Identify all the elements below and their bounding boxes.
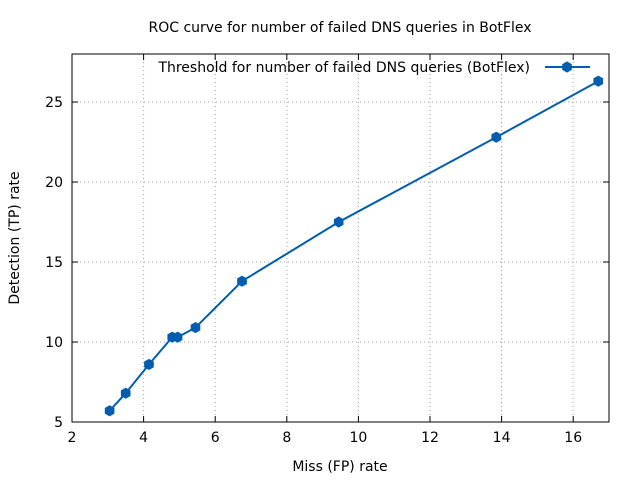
x-tick-label: 14 xyxy=(493,430,511,446)
x-tick-label: 6 xyxy=(211,430,220,446)
plot-frame xyxy=(71,53,610,423)
grid-layer xyxy=(72,54,609,422)
x-tick-label: 10 xyxy=(349,430,367,446)
data-point xyxy=(172,331,183,343)
x-axis-ticks: 2 4 6 8 10 12 14 16 xyxy=(68,54,582,446)
data-point xyxy=(190,322,201,334)
y-tick-label: 10 xyxy=(45,335,63,351)
y-tick-label: 25 xyxy=(45,95,63,111)
x-tick-label: 12 xyxy=(421,430,439,446)
x-tick-label: 8 xyxy=(282,430,291,446)
series-line xyxy=(108,80,599,412)
data-point xyxy=(104,405,115,417)
x-tick-label: 2 xyxy=(68,430,77,446)
series-layer xyxy=(104,75,604,417)
data-point xyxy=(120,387,131,399)
legend-label: Threshold for number of failed DNS queri… xyxy=(157,60,530,76)
chart-title: ROC curve for number of failed DNS queri… xyxy=(148,20,531,36)
legend-marker xyxy=(562,61,572,73)
y-tick-label: 5 xyxy=(54,415,63,431)
data-point xyxy=(237,275,247,287)
data-point xyxy=(491,131,502,143)
y-tick-label: 20 xyxy=(45,175,63,191)
x-axis-label: Miss (FP) rate xyxy=(292,459,387,475)
data-point xyxy=(333,216,344,228)
data-point xyxy=(593,75,604,87)
y-axis-ticks: 5 10 15 20 25 xyxy=(45,95,609,431)
y-axis-label: Detection (TP) rate xyxy=(7,171,23,304)
x-tick-label: 16 xyxy=(564,430,582,446)
legend: Threshold for number of failed DNS queri… xyxy=(157,60,590,76)
y-tick-label: 15 xyxy=(45,255,63,271)
data-point xyxy=(144,358,154,370)
x-tick-label: 4 xyxy=(139,430,148,446)
